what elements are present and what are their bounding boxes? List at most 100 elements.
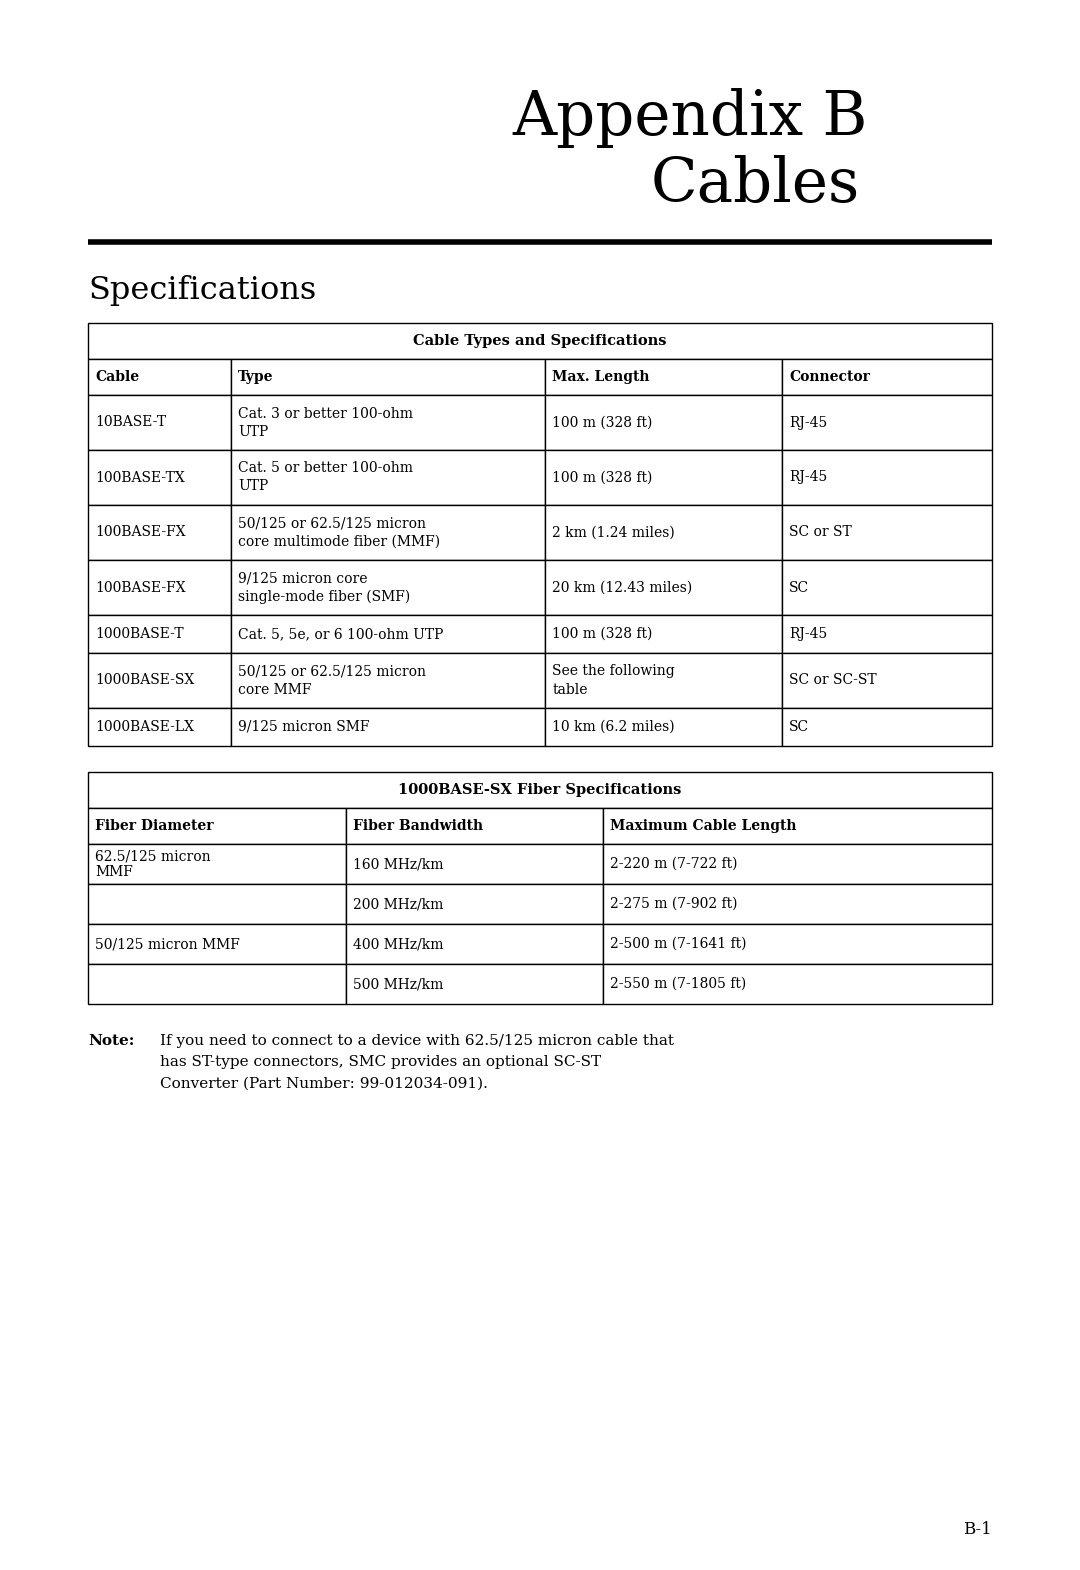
Text: See the following: See the following — [553, 664, 675, 678]
Text: Appendix B: Appendix B — [512, 88, 867, 148]
Bar — [87, 809, 346, 845]
Text: 50/125 or 62.5/125 micron: 50/125 or 62.5/125 micron — [238, 664, 426, 678]
Text: 100BASE-TX: 100BASE-TX — [95, 471, 185, 485]
Text: core multimode fiber (MMF): core multimode fiber (MMF) — [238, 534, 440, 548]
Text: 1000BASE-SX: 1000BASE-SX — [95, 674, 194, 688]
Text: UTP: UTP — [238, 424, 268, 438]
Bar — [87, 323, 993, 360]
Bar — [782, 360, 993, 396]
Text: 50/125 micron MMF: 50/125 micron MMF — [95, 937, 240, 951]
Text: 2-275 m (7-902 ft): 2-275 m (7-902 ft) — [610, 896, 738, 911]
Text: Cable Types and Specifications: Cable Types and Specifications — [414, 334, 666, 349]
Bar — [346, 845, 604, 884]
Text: 10 km (6.2 miles): 10 km (6.2 miles) — [553, 721, 675, 735]
Bar — [231, 708, 545, 746]
Text: single-mode fiber (SMF): single-mode fiber (SMF) — [238, 589, 410, 604]
Text: Fiber Diameter: Fiber Diameter — [95, 820, 214, 834]
Text: 1000BASE-T: 1000BASE-T — [95, 626, 184, 641]
Text: 20 km (12.43 miles): 20 km (12.43 miles) — [553, 581, 692, 595]
Text: RJ-45: RJ-45 — [789, 416, 827, 430]
Text: Fiber Bandwidth: Fiber Bandwidth — [353, 820, 483, 834]
Bar — [87, 845, 346, 884]
Text: table: table — [553, 683, 588, 697]
Text: core MMF: core MMF — [238, 683, 311, 697]
Bar — [545, 560, 782, 615]
Text: 100BASE-FX: 100BASE-FX — [95, 526, 186, 540]
Text: 9/125 micron core: 9/125 micron core — [238, 571, 367, 586]
Text: 200 MHz/km: 200 MHz/km — [353, 896, 443, 911]
Text: 1000BASE-LX: 1000BASE-LX — [95, 721, 194, 735]
Bar — [231, 560, 545, 615]
Bar — [87, 708, 231, 746]
Bar — [782, 396, 993, 451]
Text: Type: Type — [238, 371, 273, 385]
Text: 160 MHz/km: 160 MHz/km — [353, 857, 443, 871]
Text: SC or SC-ST: SC or SC-ST — [789, 674, 877, 688]
Text: 100 m (328 ft): 100 m (328 ft) — [553, 471, 652, 485]
Bar — [231, 615, 545, 653]
Bar — [346, 884, 604, 925]
Bar — [87, 964, 346, 1003]
Text: 2-550 m (7-1805 ft): 2-550 m (7-1805 ft) — [610, 977, 746, 991]
Bar — [604, 845, 993, 884]
Text: 1000BASE-SX Fiber Specifications: 1000BASE-SX Fiber Specifications — [399, 783, 681, 798]
Text: 10BASE-T: 10BASE-T — [95, 416, 166, 430]
Text: Maximum Cable Length: Maximum Cable Length — [610, 820, 797, 834]
Text: Specifications: Specifications — [87, 275, 316, 306]
Bar — [87, 615, 231, 653]
Text: Connector: Connector — [789, 371, 870, 385]
Text: 9/125 micron SMF: 9/125 micron SMF — [238, 721, 369, 735]
Bar — [231, 396, 545, 451]
Bar — [782, 506, 993, 560]
Text: Cable: Cable — [95, 371, 139, 385]
Text: SC: SC — [789, 581, 809, 595]
Text: 100 m (328 ft): 100 m (328 ft) — [553, 626, 652, 641]
Bar — [346, 964, 604, 1003]
Bar — [604, 884, 993, 925]
Text: 400 MHz/km: 400 MHz/km — [353, 937, 443, 951]
Bar — [87, 653, 231, 708]
Bar — [782, 451, 993, 506]
Bar — [545, 506, 782, 560]
Bar — [231, 653, 545, 708]
Bar — [87, 451, 231, 506]
Text: If you need to connect to a device with 62.5/125 micron cable that
has ST-type c: If you need to connect to a device with … — [160, 1035, 674, 1090]
Text: Max. Length: Max. Length — [553, 371, 650, 385]
Text: RJ-45: RJ-45 — [789, 471, 827, 485]
Text: SC or ST: SC or ST — [789, 526, 852, 540]
Bar — [87, 884, 346, 925]
Text: MMF: MMF — [95, 865, 133, 879]
Text: 62.5/125 micron: 62.5/125 micron — [95, 849, 211, 864]
Bar — [604, 809, 993, 845]
Bar — [545, 396, 782, 451]
Bar — [545, 615, 782, 653]
Bar — [87, 506, 231, 560]
Text: Cat. 5 or better 100-ohm: Cat. 5 or better 100-ohm — [238, 462, 413, 476]
Bar — [87, 772, 993, 809]
Bar — [545, 708, 782, 746]
Text: 2-500 m (7-1641 ft): 2-500 m (7-1641 ft) — [610, 937, 746, 951]
Text: 100BASE-FX: 100BASE-FX — [95, 581, 186, 595]
Bar — [346, 809, 604, 845]
Bar — [87, 360, 231, 396]
Text: 100 m (328 ft): 100 m (328 ft) — [553, 416, 652, 430]
Bar — [545, 451, 782, 506]
Bar — [604, 925, 993, 964]
Text: B-1: B-1 — [963, 1521, 993, 1539]
Bar — [782, 708, 993, 746]
Text: 500 MHz/km: 500 MHz/km — [353, 977, 443, 991]
Bar — [87, 560, 231, 615]
Bar — [87, 396, 231, 451]
Bar — [545, 360, 782, 396]
Bar — [782, 560, 993, 615]
Bar — [231, 360, 545, 396]
Bar — [346, 925, 604, 964]
Text: Cables: Cables — [650, 155, 860, 215]
Text: SC: SC — [789, 721, 809, 735]
Text: Note:: Note: — [87, 1035, 134, 1049]
Bar — [231, 451, 545, 506]
Bar — [87, 925, 346, 964]
Text: 2 km (1.24 miles): 2 km (1.24 miles) — [553, 526, 675, 540]
Text: RJ-45: RJ-45 — [789, 626, 827, 641]
Bar — [782, 615, 993, 653]
